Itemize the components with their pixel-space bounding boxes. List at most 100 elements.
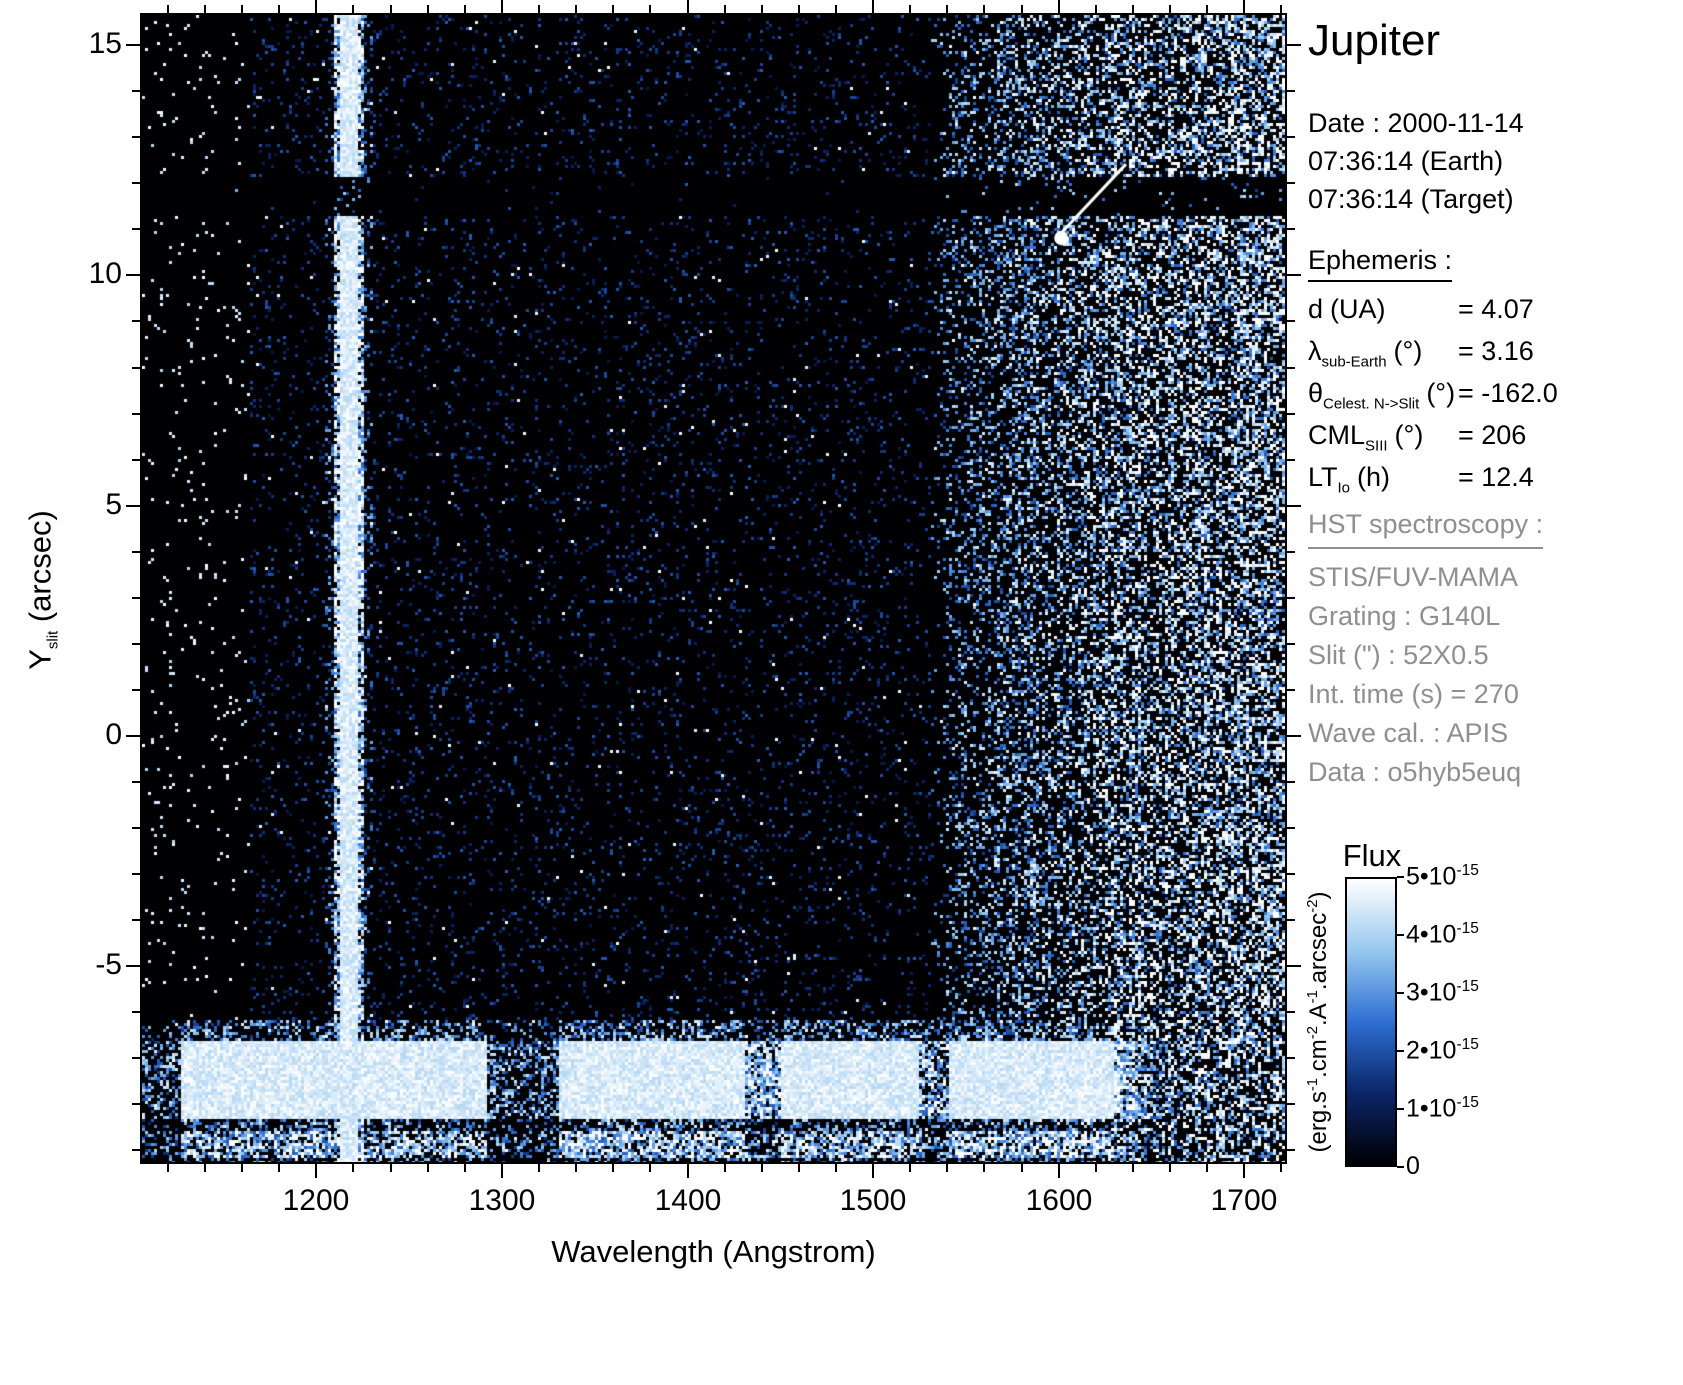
- y-major-tick: [126, 735, 140, 737]
- ephemeris-symbol-subscript: sub-Earth: [1321, 353, 1387, 371]
- y-minor-tick: [1287, 1149, 1295, 1151]
- colorbar-tick-exponent: -15: [1456, 1094, 1479, 1111]
- x-minor-tick: [1132, 1164, 1134, 1172]
- y-major-tick: [126, 505, 140, 507]
- x-minor-tick: [909, 1164, 911, 1172]
- x-minor-tick: [983, 1164, 985, 1172]
- x-minor-tick: [983, 5, 985, 13]
- ephemeris-symbol: θ: [1308, 378, 1324, 408]
- y-minor-tick: [132, 136, 140, 138]
- y-minor-tick: [132, 551, 140, 553]
- colorbar-unit: (erg.s-1.cm-2.A-1.arcsec-2): [1305, 891, 1333, 1152]
- y-minor-tick: [132, 1149, 140, 1151]
- y-axis-label: Yslit (arcsec): [22, 510, 61, 670]
- y-minor-tick: [1287, 1011, 1295, 1013]
- colorbar-tick: [1397, 1108, 1404, 1110]
- ephemeris-block: Ephemeris : d (UA) = 4.07 λsub-Earth (°) =…: [1308, 245, 1558, 504]
- x-minor-tick: [278, 5, 280, 13]
- x-minor-tick: [538, 1164, 540, 1172]
- colorbar-tick-label: 2•10-15: [1406, 1036, 1479, 1065]
- y-minor-tick: [132, 228, 140, 230]
- x-minor-tick: [649, 5, 651, 13]
- x-tick-label: 1300: [468, 1184, 536, 1217]
- hst-heading: HST spectroscopy :: [1308, 505, 1544, 549]
- colorbar-tick-coefficient: 3•10: [1406, 978, 1457, 1007]
- colorbar-tick-label: 4•10-15: [1406, 920, 1479, 949]
- y-axis-label-subscript: slit: [44, 630, 62, 650]
- y-minor-tick: [1287, 459, 1295, 461]
- colorbar-unit-segment: -2: [1305, 899, 1321, 913]
- y-major-tick: [1287, 735, 1301, 737]
- x-minor-tick: [649, 1164, 651, 1172]
- y-major-tick: [126, 274, 140, 276]
- y-minor-tick: [132, 1011, 140, 1013]
- y-minor-tick: [1287, 367, 1295, 369]
- x-major-tick: [872, 0, 874, 13]
- x-minor-tick: [1021, 5, 1023, 13]
- hst-line: Int. time (s) = 270: [1308, 679, 1519, 709]
- y-minor-tick: [1287, 597, 1295, 599]
- ephemeris-value: = 4.07: [1458, 294, 1534, 324]
- x-minor-tick: [835, 5, 837, 13]
- y-minor-tick: [1287, 1103, 1295, 1105]
- y-minor-tick: [1287, 781, 1295, 783]
- y-minor-tick: [132, 827, 140, 829]
- x-minor-tick: [1132, 5, 1134, 13]
- x-minor-tick: [575, 1164, 577, 1172]
- x-minor-tick: [427, 5, 429, 13]
- ephemeris-unit: (h): [1357, 462, 1391, 492]
- y-minor-tick: [132, 413, 140, 415]
- colorbar-tick-coefficient: 5•10: [1406, 862, 1457, 891]
- x-tick-label: 1400: [654, 1184, 722, 1217]
- ephemeris-symbol-subscript: SIII: [1365, 437, 1388, 455]
- spectrogram-canvas: [142, 15, 1285, 1162]
- spectrogram-plot: [140, 13, 1287, 1164]
- y-minor-tick: [1287, 413, 1295, 415]
- plot-title: Jupiter: [1308, 16, 1441, 65]
- ephemeris-value: = 206: [1458, 420, 1527, 450]
- colorbar-tick-exponent: -15: [1456, 920, 1479, 937]
- x-major-tick: [501, 1164, 503, 1178]
- ephemeris-symbol-subscript: Io: [1337, 479, 1351, 497]
- y-minor-tick: [132, 459, 140, 461]
- ephemeris-quantity: CMLSIII (°): [1308, 420, 1458, 454]
- colorbar-tick-label: 3•10-15: [1406, 978, 1479, 1007]
- ephemeris-row: λsub-Earth (°) = 3.16: [1308, 336, 1558, 378]
- x-axis-label: Wavelength (Angstrom): [551, 1234, 876, 1269]
- x-major-tick: [1058, 1164, 1060, 1178]
- colorbar-unit-segment: (erg.s: [1305, 1091, 1332, 1153]
- colorbar-tick-coefficient: 0: [1406, 1152, 1420, 1180]
- y-minor-tick: [1287, 551, 1295, 553]
- x-minor-tick: [575, 5, 577, 13]
- x-minor-tick: [204, 1164, 206, 1172]
- hst-line: Grating : G140L: [1308, 601, 1501, 631]
- colorbar-tick: [1397, 992, 1404, 994]
- ephemeris-value: = -162.0: [1458, 378, 1558, 408]
- colorbar-tick-label: 5•10-15: [1406, 862, 1479, 891]
- x-major-tick: [1243, 0, 1245, 13]
- x-minor-tick: [1095, 5, 1097, 13]
- y-tick-label: 15: [88, 27, 122, 60]
- colorbar: [1345, 877, 1397, 1167]
- x-minor-tick: [724, 1164, 726, 1172]
- x-major-tick: [501, 0, 503, 13]
- colorbar-unit-segment: .cm: [1305, 1039, 1332, 1078]
- colorbar-tick: [1397, 1166, 1404, 1168]
- hst-line: STIS/FUV-MAMA: [1308, 562, 1519, 592]
- ephemeris-row: θCelest. N->Slit (°) = -162.0: [1308, 378, 1558, 420]
- y-minor-tick: [1287, 182, 1295, 184]
- x-minor-tick: [761, 1164, 763, 1172]
- colorbar-tick-exponent: -15: [1456, 862, 1479, 879]
- x-tick-label: 1600: [1025, 1184, 1093, 1217]
- obs-target-time: 07:36:14 (Target): [1308, 184, 1514, 214]
- x-minor-tick: [464, 1164, 466, 1172]
- x-major-tick: [1058, 0, 1060, 13]
- ephemeris-value: = 3.16: [1458, 336, 1534, 366]
- y-major-tick: [1287, 44, 1301, 46]
- y-minor-tick: [1287, 90, 1295, 92]
- colorbar-tick-coefficient: 4•10: [1406, 920, 1457, 949]
- ephemeris-heading: Ephemeris :: [1308, 245, 1453, 282]
- y-minor-tick: [132, 781, 140, 783]
- colorbar-unit-segment: -1: [1305, 990, 1321, 1004]
- ephemeris-row: CMLSIII (°) = 206: [1308, 420, 1558, 462]
